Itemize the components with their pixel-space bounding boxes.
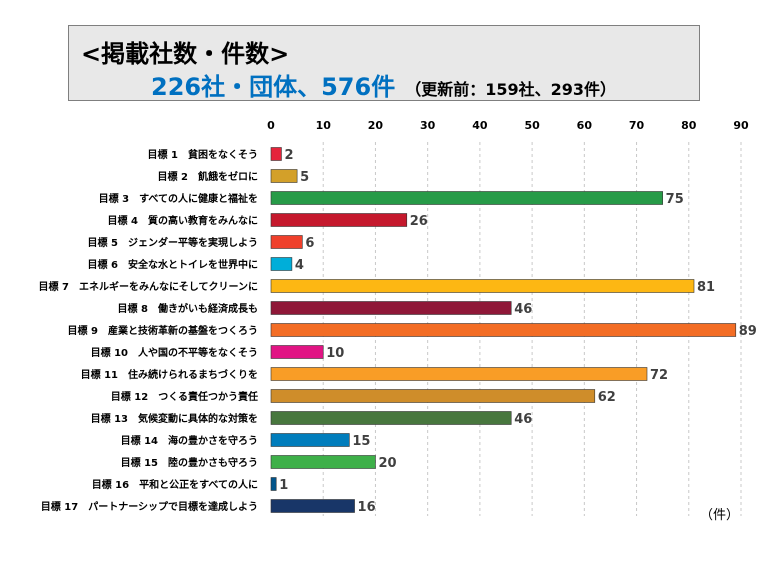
bar [270,323,737,337]
category-label: 目標 12 つくる責任つかう責任 [111,390,258,403]
value-label: 62 [598,390,616,405]
category-label: 目標 16 平和と公正をすべての人に [92,478,258,491]
bar [270,147,282,161]
value-label: 46 [514,302,532,317]
value-label: 6 [305,236,314,251]
category-label: 目標 6 安全な水とトイレを世界中に [88,258,258,271]
bar [270,345,324,359]
category-label: 目標 8 働きがいも経済成長も [118,302,258,315]
x-tick-label: 70 [629,119,645,132]
bar [270,499,355,513]
category-label: 目標 9 産業と技術革新の基盤をつくろう [68,324,258,337]
category-label: 目標 5 ジェンダー平等を実現しよう [88,236,258,249]
value-label: 75 [666,192,684,207]
bar [270,213,408,227]
bar [270,301,512,315]
value-label: 26 [410,214,428,229]
bar [270,257,293,271]
value-label: 81 [697,280,715,295]
value-label: 89 [739,324,757,339]
category-label: 目標 10 人や国の不平等をなくそう [91,346,258,359]
value-label: 72 [650,368,668,383]
category-label: 目標 4 質の高い教育をみんなに [108,214,258,227]
value-label: 20 [378,456,396,471]
category-label: 目標 7 エネルギーをみんなにそしてクリーンに [39,280,258,293]
bar [270,433,350,447]
x-tick-label: 90 [733,119,749,132]
unit-label: （件） [700,508,740,523]
chart-subtitle: 226社・団体、576件 （更新前：159社、293件） [151,67,616,102]
bar [270,455,376,469]
value-label: 15 [352,434,370,449]
bar [270,389,596,403]
category-label: 目標 14 海の豊かさを守ろう [121,434,258,447]
category-label: 目標 3 すべての人に健康と福祉を [99,192,258,205]
chart-title: <掲載社数・件数> [81,40,290,68]
category-label: 目標 2 飢餓をゼロに [158,170,258,183]
title-box: <掲載社数・件数> 226社・団体、576件 （更新前：159社、293件） [68,25,700,101]
x-tick-label: 0 [267,119,275,132]
bar [270,477,277,491]
category-label: 目標 11 住み続けられるまちづくりを [81,368,258,381]
category-label: 目標 13 気候変動に具体的な対策を [91,412,258,425]
category-label: 目標 17 パートナーシップで目標を達成しよう [41,500,258,513]
x-tick-label: 20 [368,119,384,132]
bar [270,367,648,381]
bar [270,279,695,293]
value-label: 10 [326,346,344,361]
x-tick-label: 10 [316,119,332,132]
bar [270,235,303,249]
value-label: 4 [295,258,304,273]
x-tick-label: 40 [472,119,488,132]
x-tick-label: 60 [577,119,593,132]
category-label: 目標 15 陸の豊かさも守ろう [121,456,258,469]
value-label: 2 [284,148,293,163]
bar [270,191,663,205]
value-label: 5 [300,170,309,185]
previous-count: （更新前：159社、293件） [405,80,617,99]
bar [270,411,512,425]
x-tick-label: 30 [420,119,436,132]
value-label: 1 [279,478,288,493]
x-tick-label: 50 [524,119,540,132]
bar [270,169,298,183]
category-label: 目標 1 貧困をなくそう [148,148,258,161]
total-count: 226社・団体、576件 [151,73,396,101]
x-tick-label: 80 [681,119,697,132]
value-label: 16 [358,500,376,515]
value-label: 46 [514,412,532,427]
